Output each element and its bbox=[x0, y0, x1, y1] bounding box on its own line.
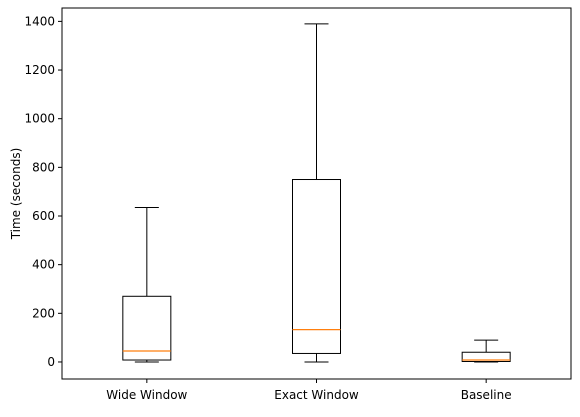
box-group bbox=[122, 206, 172, 363]
y-tick-label: 1000 bbox=[24, 112, 55, 126]
box-group bbox=[292, 23, 341, 363]
iqr-box bbox=[122, 295, 172, 361]
x-tick-label: Baseline bbox=[461, 388, 512, 402]
y-tick-label: 1400 bbox=[24, 14, 55, 28]
iqr-box bbox=[461, 351, 511, 362]
x-axis: Wide Window Exact Window Baseline bbox=[106, 379, 512, 402]
box-group bbox=[461, 339, 511, 363]
box-plot-series bbox=[122, 23, 511, 363]
y-tick-label: 0 bbox=[47, 355, 55, 369]
y-tick-label: 800 bbox=[32, 160, 55, 174]
y-axis-label: Time (seconds) bbox=[9, 148, 23, 241]
y-tick-label: 200 bbox=[32, 306, 55, 320]
y-axis: 0 200 400 600 800 1000 1200 1400 bbox=[24, 14, 62, 369]
y-tick-label: 1200 bbox=[24, 63, 55, 77]
x-tick-label: Exact Window bbox=[274, 388, 359, 402]
y-tick-label: 400 bbox=[32, 258, 55, 272]
x-tick-label: Wide Window bbox=[106, 388, 187, 402]
iqr-box bbox=[292, 179, 341, 354]
y-tick-label: 600 bbox=[32, 209, 55, 223]
